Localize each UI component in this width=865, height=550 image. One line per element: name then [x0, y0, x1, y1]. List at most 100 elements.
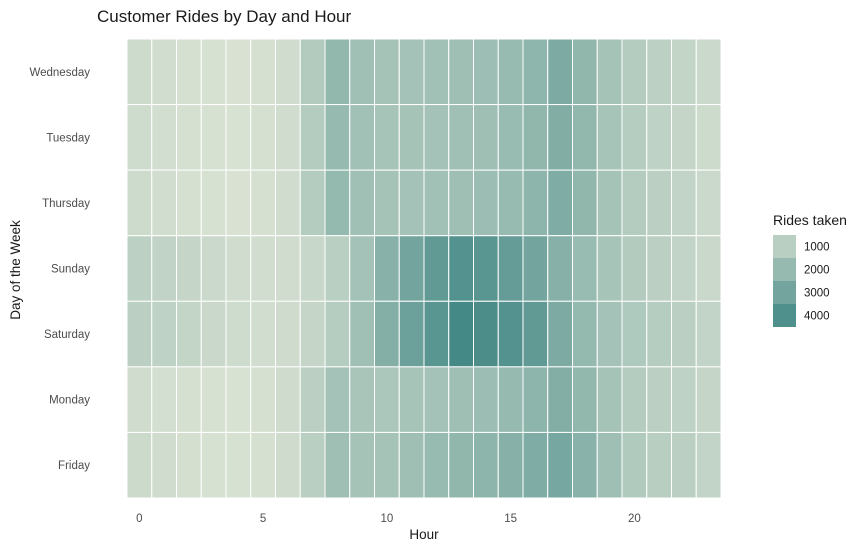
heatmap-cell [126, 169, 153, 237]
heatmap-cell [473, 169, 499, 237]
heatmap-cell [225, 169, 252, 237]
heatmap-cell [621, 235, 648, 302]
heatmap-cell [151, 300, 177, 368]
heatmap-cell [695, 300, 722, 368]
heatmap-cell [572, 366, 598, 433]
heatmap-cell [225, 104, 252, 171]
heatmap-cell [275, 235, 301, 302]
heatmap-cell [299, 104, 326, 171]
heatmap-cell [126, 104, 153, 171]
heatmap-cell [324, 431, 351, 499]
heatmap-cell [473, 431, 499, 499]
heatmap-cell [596, 235, 623, 302]
heatmap-cell [176, 366, 202, 433]
heatmap-cell [423, 235, 450, 302]
heatmap-cell [151, 104, 177, 171]
heatmap-cell [324, 235, 351, 302]
heatmap-cell [547, 300, 573, 368]
heatmap-cell [572, 235, 598, 302]
heatmap-cell [671, 38, 697, 106]
heatmap-cell [374, 38, 400, 106]
heatmap-cell [671, 235, 697, 302]
heatmap-cell [250, 366, 276, 433]
heatmap-cell [671, 300, 697, 368]
heatmap-cell [473, 366, 499, 433]
legend-swatch [773, 235, 796, 258]
heatmap-cell [225, 431, 252, 499]
heatmap-cell [299, 366, 326, 433]
heatmap-cell [448, 235, 474, 302]
legend-title: Rides taken [773, 212, 847, 228]
x-tick-label: 20 [628, 513, 641, 525]
heatmap-cell [275, 169, 301, 237]
heatmap-cell [596, 38, 623, 106]
heatmap-cell [646, 169, 672, 237]
heatmap-cell [200, 366, 227, 433]
y-tick-label: Monday [49, 395, 90, 407]
heatmap-cell [299, 300, 326, 368]
heatmap-cell [200, 235, 227, 302]
heatmap-cell [497, 431, 524, 499]
x-tick-label: 5 [260, 513, 266, 525]
heatmap-cell [671, 169, 697, 237]
heatmap-cell [423, 38, 450, 106]
heatmap-cell [448, 300, 474, 368]
heatmap-cell [200, 300, 227, 368]
legend-label: 1000 [804, 242, 830, 254]
heatmap-cell [374, 366, 400, 433]
heatmap-cell [250, 38, 276, 106]
heatmap-cell [522, 104, 549, 171]
heatmap-cell [126, 366, 153, 433]
heatmap-cell [547, 366, 573, 433]
chart-title: Customer Rides by Day and Hour [97, 7, 352, 26]
heatmap-cell [200, 38, 227, 106]
heatmap-cell [497, 235, 524, 302]
heatmap-cell [522, 235, 549, 302]
heatmap-cell [151, 169, 177, 237]
heatmap-cell [151, 38, 177, 106]
heatmap-cell [225, 235, 252, 302]
heatmap-cell [646, 366, 672, 433]
y-tick-label: Tuesday [46, 132, 90, 144]
heatmap-cell [250, 235, 276, 302]
heatmap-cell [695, 104, 722, 171]
heatmap-cells [126, 38, 722, 499]
heatmap-cell [547, 431, 573, 499]
heatmap-cell [349, 235, 375, 302]
heatmap-cell [324, 366, 351, 433]
heatmap-cell [151, 235, 177, 302]
heatmap-cell [695, 38, 722, 106]
heatmap-cell [497, 366, 524, 433]
heatmap-cell [126, 431, 153, 499]
heatmap-cell [448, 431, 474, 499]
legend-label: 4000 [804, 311, 830, 323]
heatmap-cell [522, 366, 549, 433]
heatmap-cell [572, 104, 598, 171]
heatmap-cell [423, 431, 450, 499]
heatmap-cell [324, 169, 351, 237]
heatmap-cell [621, 431, 648, 499]
heatmap-cell [151, 431, 177, 499]
heatmap-cell [695, 169, 722, 237]
heatmap-cell [176, 169, 202, 237]
heatmap-cell [671, 366, 697, 433]
heatmap-cell [151, 366, 177, 433]
heatmap-cell [299, 169, 326, 237]
heatmap-cell [324, 300, 351, 368]
heatmap-cell [522, 169, 549, 237]
heatmap-cell [324, 38, 351, 106]
heatmap-cell [374, 235, 400, 302]
heatmap-cell [423, 104, 450, 171]
heatmap-cell [646, 300, 672, 368]
heatmap-cell [176, 431, 202, 499]
heatmap-cell [547, 235, 573, 302]
heatmap-cell [497, 38, 524, 106]
heatmap-cell [596, 431, 623, 499]
heatmap-cell [349, 104, 375, 171]
heatmap-cell [621, 300, 648, 368]
heatmap-cell [497, 104, 524, 171]
heatmap-cell [374, 169, 400, 237]
heatmap-cell [275, 431, 301, 499]
heatmap-cell [596, 104, 623, 171]
